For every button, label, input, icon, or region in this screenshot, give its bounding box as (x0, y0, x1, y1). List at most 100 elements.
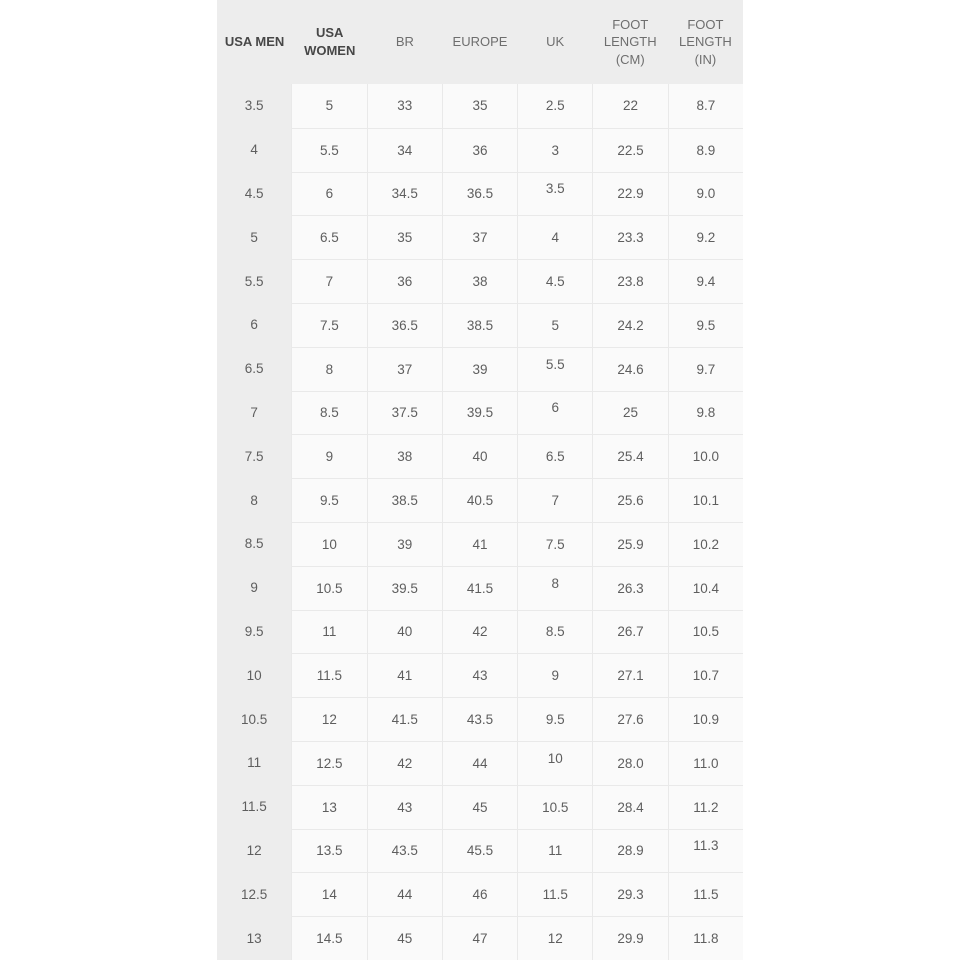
table-cell: 9 (517, 653, 593, 698)
table-cell: 41 (441, 521, 518, 566)
row-header-cell: 8 (217, 478, 292, 522)
table-cell: 14.5 (291, 916, 367, 960)
table-cell: 11.8 (667, 916, 743, 960)
table-cell: 24.2 (592, 302, 668, 347)
table-cell: 8.7 (667, 84, 743, 128)
table-cell: 43 (366, 784, 442, 829)
table-cell: 3 (517, 127, 593, 172)
table-row: 6 7.5 36.5 38.5 5 24.2 9.5 (217, 302, 743, 347)
table-cell: 7 (291, 259, 367, 303)
table-cell: 42 (366, 740, 442, 785)
table-cell: 10.0 (667, 434, 743, 479)
table-cell: 11.5 (517, 872, 593, 917)
table-cell: 6.5 (291, 215, 367, 260)
table-cell: 11.5 (667, 872, 743, 917)
table-cell: 37 (366, 346, 442, 391)
table-cell: 8.5 (517, 609, 593, 654)
table-row: 6.5 8 37 39 5.5 24.6 9.7 (217, 346, 743, 391)
row-header-cell: 10 (217, 653, 292, 698)
table-cell: 27.6 (592, 697, 668, 741)
table-cell: 13 (291, 784, 367, 829)
row-header-cell: 11.5 (217, 784, 292, 829)
table-cell: 28.0 (592, 740, 668, 785)
table-cell: 11.3 (667, 828, 743, 873)
table-cell: 22.9 (592, 171, 668, 216)
table-cell: 11 (517, 828, 593, 873)
table-body: 3.5 5 33 35 2.5 22 8.7 4 5.5 34 36 3 22.5 8.9 4.5 6 34.5… (217, 84, 743, 960)
table-row: 5 6.5 35 37 4 23.3 9.2 (217, 215, 743, 260)
column-header-uk: UK (546, 34, 565, 50)
table-cell: 22.5 (592, 127, 668, 172)
table-cell: 3.5 (517, 171, 593, 216)
table-cell: 29.9 (592, 916, 668, 960)
table-cell: 45 (366, 916, 442, 960)
table-row: 11.5 13 43 45 10.5 28.4 11.2 (217, 784, 743, 829)
table-row: 8.5 10 39 41 7.5 25.9 10.2 (217, 521, 743, 566)
table-cell: 2.5 (517, 84, 593, 128)
row-header-cell: 4.5 (217, 171, 292, 216)
table-cell: 26.7 (592, 609, 668, 654)
table-cell: 43.5 (441, 697, 518, 741)
table-cell: 4.5 (517, 259, 593, 303)
table-cell: 10.2 (667, 521, 743, 566)
table-cell: 5.5 (291, 127, 367, 172)
column-header-br: BR (395, 34, 414, 50)
row-header-cell: 10.5 (217, 697, 292, 741)
table-cell: 12 (517, 916, 593, 960)
table-cell: 38 (441, 259, 518, 303)
table-cell: 7.5 (291, 302, 367, 347)
table-cell: 44 (366, 872, 442, 917)
table-cell: 38 (366, 434, 442, 479)
column-header-usa-men: USA MEN (224, 34, 285, 50)
row-header-cell: 13 (217, 916, 292, 960)
row-header-cell: 9.5 (217, 609, 292, 654)
table-cell: 9.4 (667, 259, 743, 303)
table-cell: 45 (441, 784, 518, 829)
table-cell: 22 (592, 84, 668, 128)
column-header-foot-length-cm: FOOT LENGTH (CM) (603, 16, 657, 67)
table-cell: 47 (441, 916, 518, 960)
row-header-cell: 12.5 (217, 872, 292, 917)
table-cell: 7 (517, 478, 593, 522)
row-header-cell: 6 (217, 302, 292, 347)
table-cell: 25.4 (592, 434, 668, 479)
table-cell: 44 (441, 740, 518, 785)
table-cell: 5 (517, 302, 593, 347)
row-header-cell: 6.5 (217, 346, 292, 391)
table-cell: 27.1 (592, 653, 668, 698)
table-cell: 11.2 (667, 784, 743, 829)
table-cell: 9 (291, 434, 367, 479)
table-cell: 9.0 (667, 171, 743, 216)
table-cell: 39 (441, 346, 518, 391)
table-cell: 36 (366, 259, 442, 303)
table-cell: 4 (517, 215, 593, 260)
table-cell: 36.5 (441, 171, 518, 216)
table-cell: 9.5 (667, 302, 743, 347)
table-cell: 5 (291, 84, 367, 128)
table-header-row: USA MEN USA WOMEN BR EUROPE UK FOOT LENG… (217, 0, 743, 84)
row-header-cell: 8.5 (217, 521, 292, 566)
table-cell: 9.8 (667, 390, 743, 435)
table-row: 12 13.5 43.5 45.5 11 28.9 11.3 (217, 828, 743, 873)
table-row: 5.5 7 36 38 4.5 23.8 9.4 (217, 259, 743, 303)
table-cell: 23.3 (592, 215, 668, 260)
table-cell: 38.5 (366, 478, 442, 522)
table-cell: 8.9 (667, 127, 743, 172)
table-cell: 8 (291, 346, 367, 391)
table-row: 9.5 11 40 42 8.5 26.7 10.5 (217, 609, 743, 654)
table-cell: 41.5 (366, 697, 442, 741)
table-cell: 37 (441, 215, 518, 260)
table-cell: 34 (366, 127, 442, 172)
table-cell: 26.3 (592, 565, 668, 610)
table-row: 11 12.5 42 44 10 28.0 11.0 (217, 740, 743, 785)
row-header-cell: 11 (217, 740, 292, 785)
row-header-cell: 7 (217, 390, 292, 435)
table-cell: 10.5 (667, 609, 743, 654)
table-cell: 11 (291, 609, 367, 654)
table-cell: 36 (441, 127, 518, 172)
table-cell: 35 (366, 215, 442, 260)
table-cell: 6 (517, 390, 593, 435)
table-cell: 25.9 (592, 521, 668, 566)
table-cell: 40 (366, 609, 442, 654)
column-header-foot-length-in: FOOT LENGTH (IN) (679, 16, 732, 67)
